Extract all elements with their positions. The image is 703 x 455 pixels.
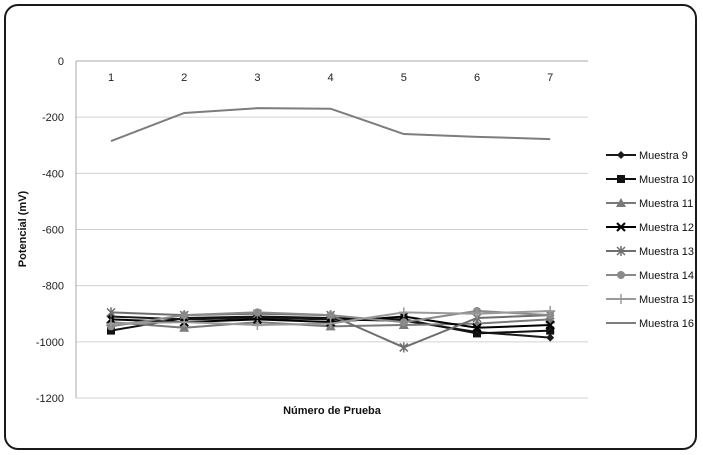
legend-label: Muestra 10 — [639, 174, 694, 186]
legend-label: Muestra 9 — [639, 150, 688, 162]
legend-label: Muestra 16 — [639, 318, 694, 330]
y-tick-label: -400 — [42, 168, 64, 180]
legend-item-muestra-10: Muestra 10 — [606, 174, 694, 186]
legend-marker — [617, 271, 625, 279]
series-muestra-15 — [106, 305, 556, 330]
y-tick-label: -200 — [42, 112, 64, 124]
legend-item-muestra-16: Muestra 16 — [606, 318, 694, 330]
legend-marker — [617, 151, 625, 159]
data-point — [399, 318, 408, 327]
data-point — [107, 326, 115, 335]
data-point — [326, 311, 335, 320]
legend-label: Muestra 15 — [639, 294, 694, 306]
legend-item-muestra-12: Muestra 12 — [606, 222, 694, 234]
x-axis-title: Número de Prueba — [283, 405, 382, 417]
data-point — [106, 318, 116, 329]
series-lines — [106, 107, 556, 353]
data-point — [179, 322, 190, 332]
y-tick-label: -1200 — [36, 393, 64, 405]
legend-label: Muestra 11 — [639, 198, 693, 210]
x-tick-label: 6 — [474, 72, 480, 84]
marker-stroke — [545, 320, 555, 330]
legend-item-muestra-13: Muestra 13 — [606, 246, 694, 258]
legend-label: Muestra 14 — [639, 270, 694, 282]
y-tick-label: -800 — [42, 281, 64, 293]
data-point — [106, 307, 116, 318]
legend-item-muestra-15: Muestra 15 — [606, 294, 694, 306]
data-point — [180, 311, 189, 320]
data-point — [546, 326, 555, 335]
axes: Número de Prueba Potencial (mV) 0 -200 -40… — [17, 56, 588, 417]
y-tick-label: 0 — [58, 56, 64, 68]
legend: Muestra 9 Muestra 10 Muestra 11 Muestra 12 M… — [606, 150, 694, 330]
data-point — [325, 318, 336, 329]
data-point — [546, 333, 555, 342]
data-point — [545, 320, 555, 330]
x-tick-label: 1 — [108, 72, 114, 84]
data-point — [472, 308, 482, 319]
data-point — [472, 323, 482, 333]
legend-marker — [617, 175, 625, 183]
marker-stroke — [616, 222, 626, 232]
x-tick-label: 5 — [401, 72, 407, 84]
x-tick-label: 2 — [181, 72, 187, 84]
data-point — [252, 319, 263, 330]
data-point — [253, 308, 262, 317]
data-point — [179, 317, 190, 328]
legend-item-muestra-14: Muestra 14 — [606, 270, 694, 282]
series-line-muestra-16 — [110, 107, 551, 142]
marker-stroke — [472, 323, 482, 333]
legend-item-muestra-11: Muestra 11 — [606, 198, 693, 210]
x-tick-label: 3 — [254, 72, 260, 84]
legend-label: Muestra 12 — [639, 222, 694, 234]
y-axis-title: Potencial (mV) — [17, 190, 29, 267]
legend-marker — [616, 222, 626, 232]
grid-lines — [76, 60, 588, 399]
data-point — [473, 329, 481, 338]
series-muestra-16 — [110, 107, 551, 142]
legend-item-muestra-9: Muestra 9 — [606, 150, 688, 162]
data-point — [398, 307, 409, 318]
legend-label: Muestra 13 — [639, 246, 694, 258]
legend-marker — [616, 246, 626, 256]
y-tick-label: -1000 — [36, 337, 64, 349]
y-tick-label: -600 — [42, 225, 64, 237]
legend-marker — [616, 294, 626, 304]
x-tick-label: 4 — [328, 72, 334, 84]
chart-frame — [4, 4, 697, 450]
x-tick-label: 7 — [547, 72, 553, 84]
data-point — [399, 342, 409, 353]
data-point — [545, 305, 556, 316]
legend-marker — [616, 198, 626, 207]
